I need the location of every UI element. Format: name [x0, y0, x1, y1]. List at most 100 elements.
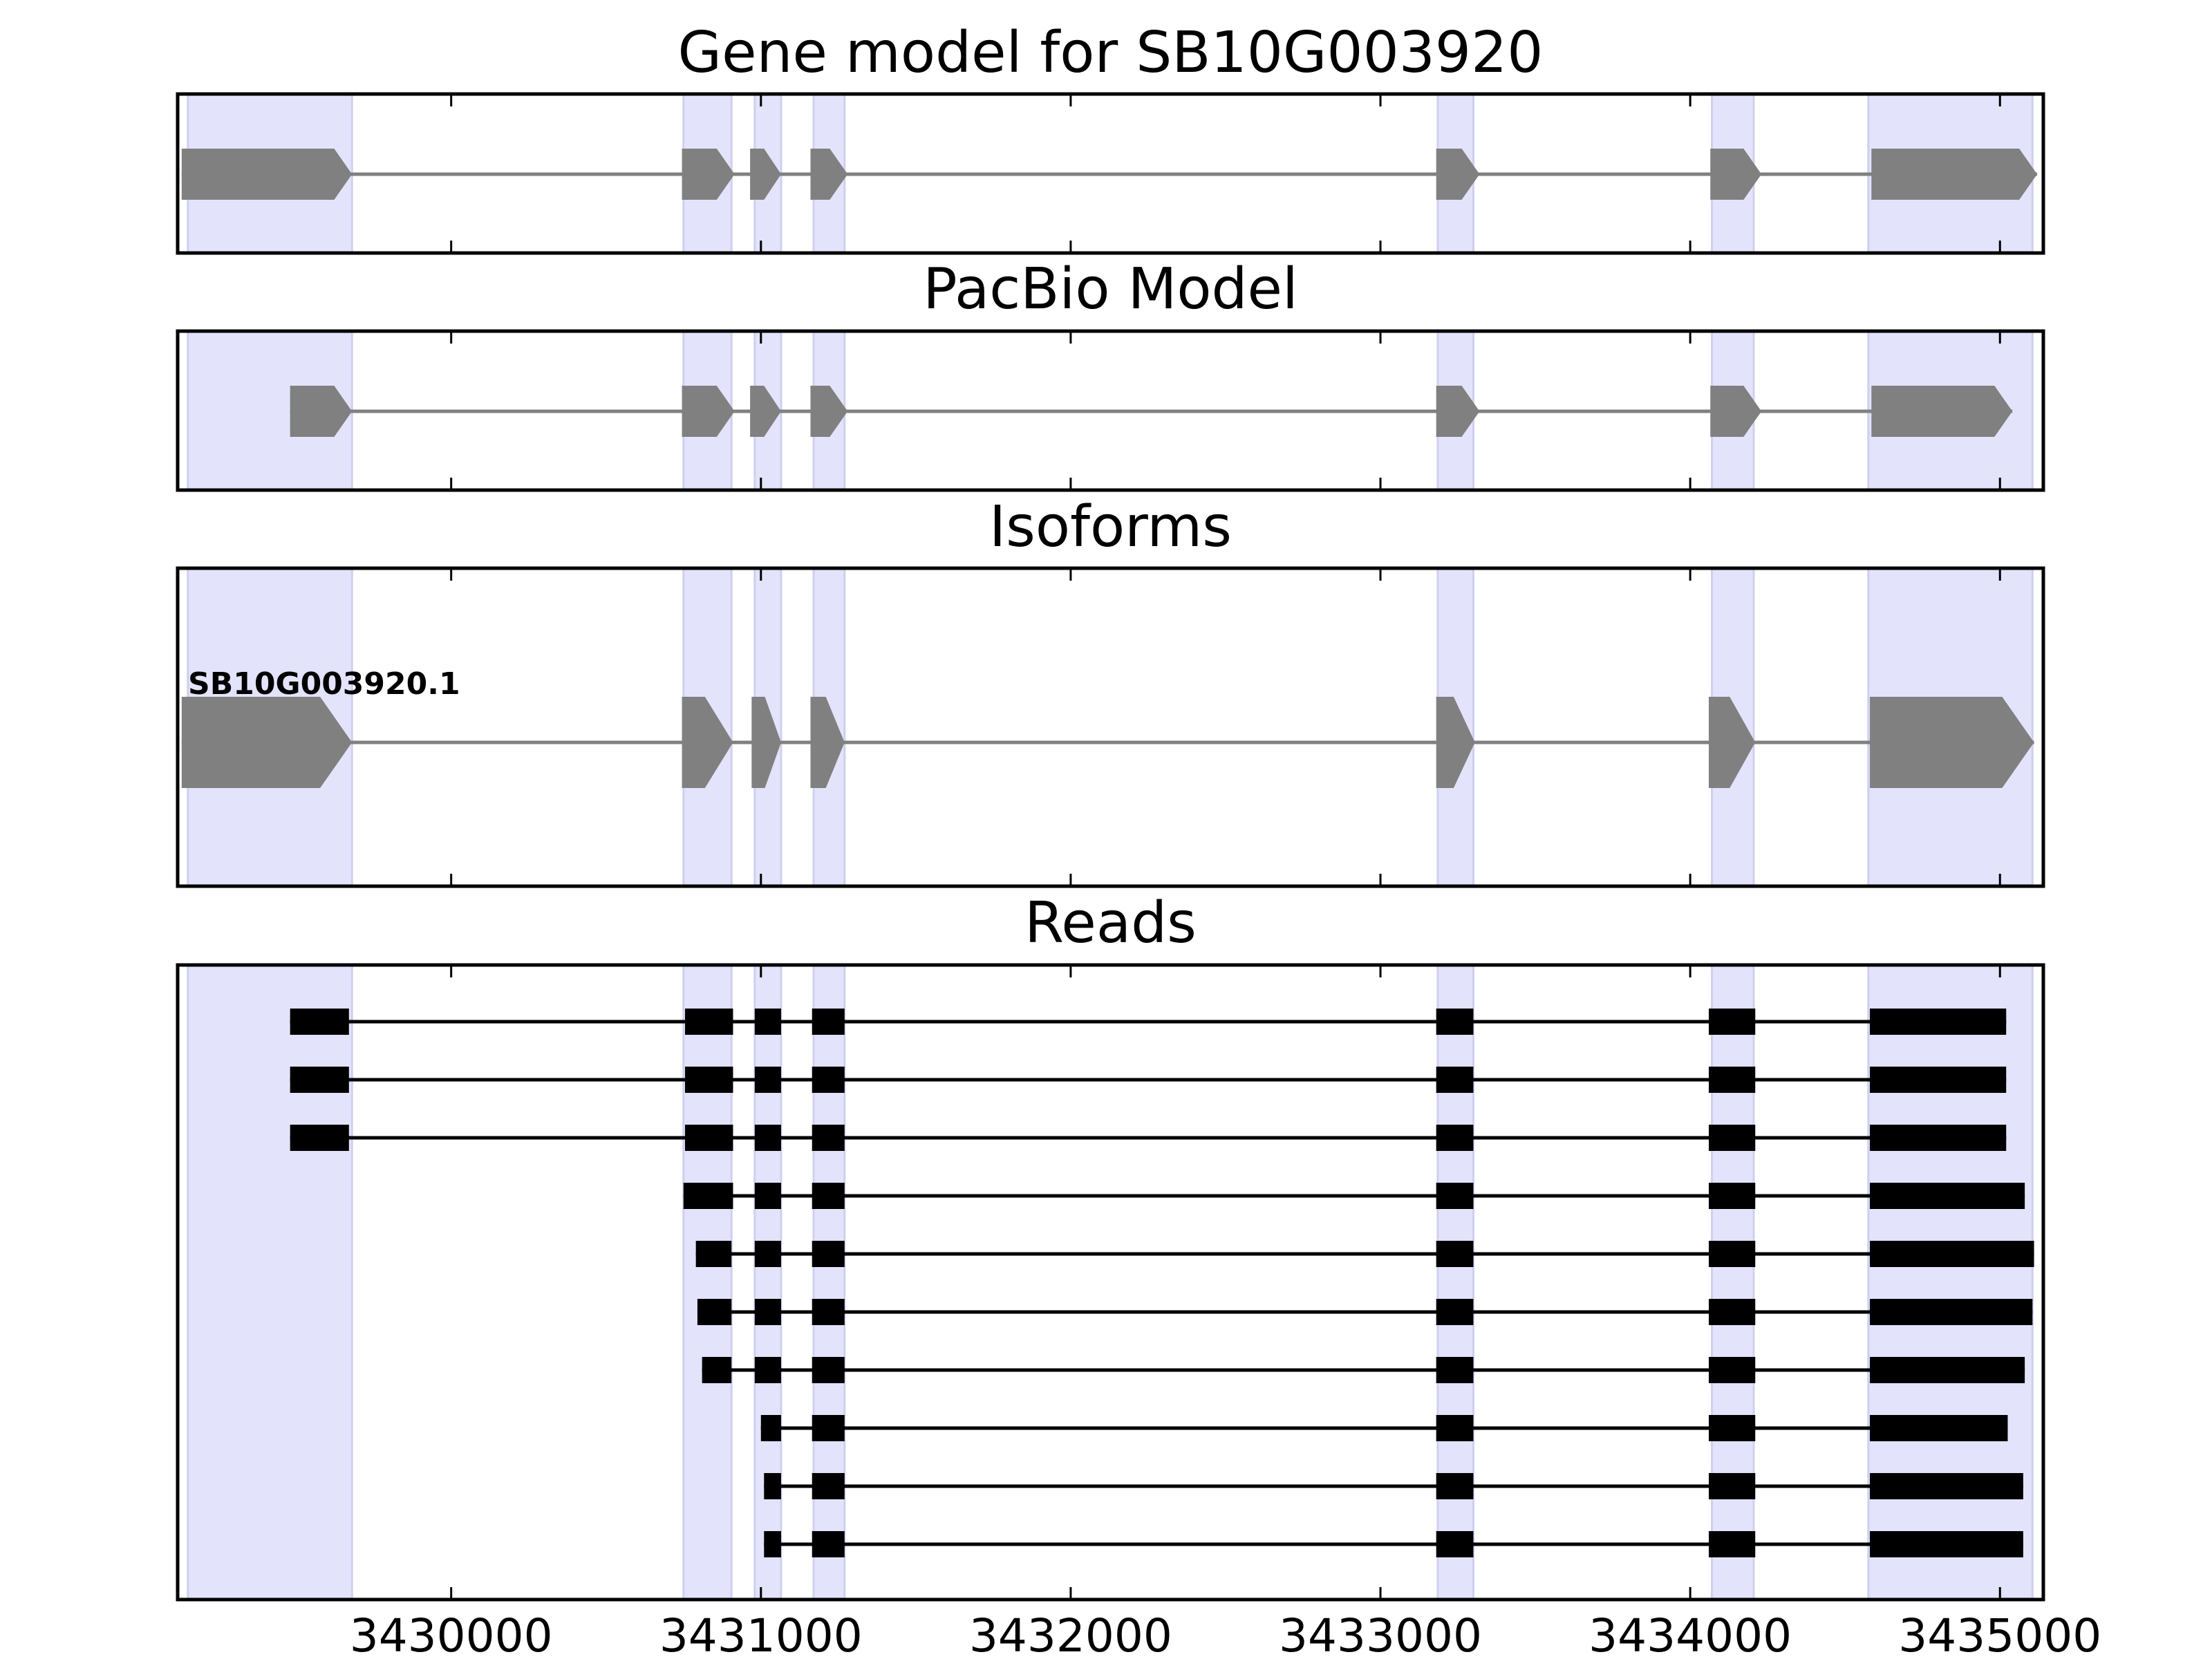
read-block	[812, 1067, 845, 1093]
exon-arrow	[810, 697, 845, 788]
exon-highlight-band	[753, 964, 782, 1601]
read-block	[1709, 1009, 1756, 1035]
read-block	[1870, 1067, 2007, 1093]
read-block	[1436, 1241, 1474, 1267]
exon-arrow	[1870, 697, 2034, 788]
read-block	[764, 1531, 781, 1557]
read-block	[1709, 1415, 1756, 1441]
read-block	[1870, 1299, 2033, 1325]
read-block	[1870, 1357, 2025, 1383]
read-block	[683, 1183, 733, 1209]
read-block	[1709, 1531, 1756, 1557]
exon-arrow	[1710, 149, 1762, 200]
exon-arrow	[1871, 149, 2038, 200]
read-block	[1709, 1183, 1756, 1209]
read-block	[1436, 1009, 1474, 1035]
read-block	[1709, 1357, 1756, 1383]
panel-1: PacBio Model	[176, 256, 2045, 492]
exon-arrow	[1709, 697, 1756, 788]
read-1	[290, 1067, 2007, 1093]
exon-arrow	[1436, 697, 1475, 788]
panel-2: Isoforms SB10G003920.1	[176, 494, 2045, 888]
exon-arrow	[682, 149, 735, 200]
read-block	[685, 1067, 733, 1093]
exon-arrow	[1436, 386, 1480, 437]
read-block	[754, 1183, 781, 1209]
read-block	[812, 1531, 845, 1557]
exon-highlight-band	[1711, 964, 1755, 1601]
read-block	[1436, 1299, 1474, 1325]
exon-arrow	[750, 149, 781, 200]
exon-arrow	[1871, 386, 2013, 437]
x-tick-label: 3430000	[350, 1609, 553, 1659]
exon-arrow	[181, 149, 353, 200]
read-block	[754, 1125, 781, 1151]
exon-arrow	[181, 697, 353, 788]
read-block	[1709, 1473, 1756, 1499]
exon-arrow	[810, 149, 848, 200]
read-block	[1870, 1241, 2034, 1267]
panel-frame	[176, 329, 2045, 492]
read-7	[760, 1415, 2008, 1441]
isoform-label: SB10G003920.1	[188, 666, 460, 702]
read-block	[754, 1009, 781, 1035]
read-block	[754, 1357, 781, 1383]
read-block	[754, 1299, 781, 1325]
read-block	[812, 1473, 845, 1499]
read-block	[812, 1125, 845, 1151]
read-block	[812, 1299, 845, 1325]
read-block	[1870, 1125, 2007, 1151]
panel-title: Isoforms	[989, 494, 1232, 560]
read-block	[695, 1241, 732, 1267]
read-block	[1436, 1415, 1474, 1441]
read-block	[1436, 1357, 1474, 1383]
read-block	[1436, 1183, 1474, 1209]
read-block	[754, 1241, 781, 1267]
read-block	[1870, 1183, 2025, 1209]
read-0	[290, 1009, 2007, 1035]
exon-highlight-band	[1867, 964, 2034, 1601]
read-block	[702, 1357, 732, 1383]
exon-arrow	[290, 386, 353, 437]
panel-title: Reads	[1024, 890, 1197, 956]
x-tick-label: 3431000	[659, 1609, 863, 1659]
read-block	[764, 1473, 781, 1499]
read-block	[290, 1125, 349, 1151]
read-block	[812, 1183, 845, 1209]
read-block	[1709, 1241, 1756, 1267]
panel-frame	[176, 566, 2045, 888]
exon-arrow	[751, 697, 781, 788]
exon-highlight-band	[682, 964, 733, 1601]
read-block	[1709, 1125, 1756, 1151]
read-6	[702, 1357, 2025, 1383]
read-5	[697, 1299, 2033, 1325]
panel-title: Gene model for SB10G003920	[678, 20, 1544, 86]
exon-highlight-band	[1436, 964, 1474, 1601]
x-tick-label: 3434000	[1588, 1609, 1792, 1659]
read-block	[1436, 1531, 1474, 1557]
x-tick-label: 3432000	[969, 1609, 1172, 1659]
exon-arrow	[1710, 386, 1762, 437]
panel-title: PacBio Model	[923, 256, 1298, 322]
read-block	[754, 1067, 781, 1093]
exon-arrow	[810, 386, 848, 437]
read-block	[1870, 1531, 2023, 1557]
x-tick-label: 3435000	[1898, 1609, 2101, 1659]
read-block	[812, 1009, 845, 1035]
read-block	[1870, 1473, 2023, 1499]
read-2	[290, 1125, 2007, 1151]
read-block	[685, 1125, 733, 1151]
read-block	[812, 1357, 845, 1383]
x-tick-labels: 3430000 3431000 3432000 3433000 3434000 34350…	[350, 1609, 2102, 1659]
read-block	[1709, 1299, 1756, 1325]
read-block	[760, 1415, 781, 1441]
read-8	[764, 1473, 2023, 1499]
read-block	[1870, 1415, 2008, 1441]
exon-arrow	[1436, 149, 1480, 200]
read-block	[812, 1241, 845, 1267]
read-block	[685, 1009, 733, 1035]
exon-arrow	[682, 697, 733, 788]
read-block	[1436, 1067, 1474, 1093]
x-tick-label: 3433000	[1279, 1609, 1482, 1659]
